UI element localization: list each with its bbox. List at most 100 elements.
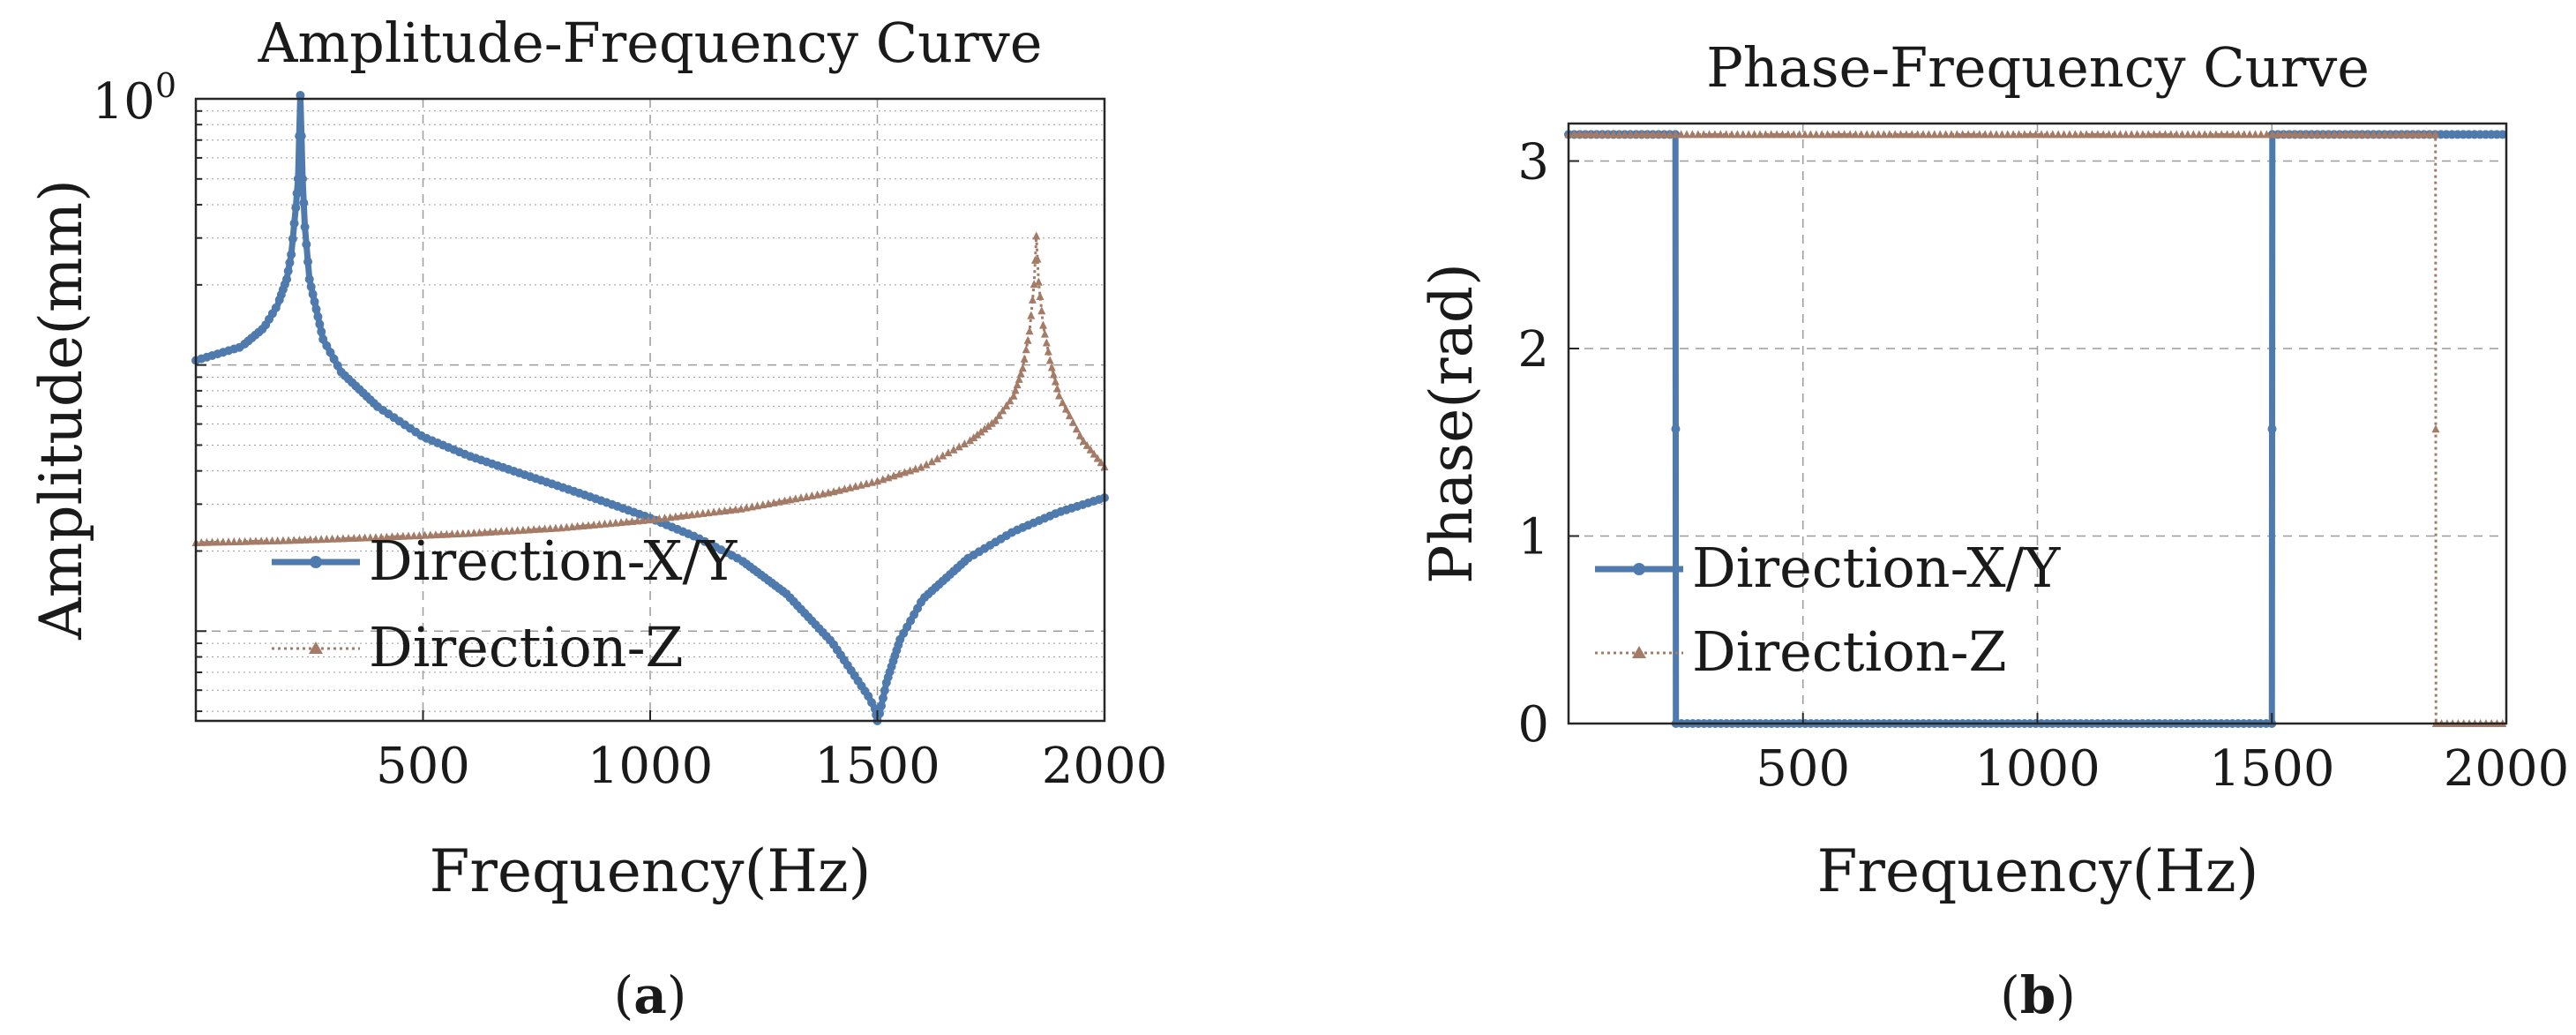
data-point-1 [617,518,625,527]
panel-label-b: (b) [2000,965,2076,1025]
x-tick-label: 500 [1756,740,1850,798]
data-point-0 [292,189,302,199]
data-point-1 [966,436,975,445]
data-point-1 [2212,130,2220,139]
data-point-1 [2048,130,2057,139]
data-point-1 [579,521,588,529]
data-point-1 [431,530,440,539]
data-point-1 [2138,130,2147,139]
data-point-1 [1795,130,1804,139]
data-point-1 [2060,130,2069,139]
legend-marker-z [1632,646,1646,658]
data-point-1 [279,536,288,544]
data-point-1 [2307,130,2316,139]
data-point-1 [851,482,860,491]
data-point-1 [529,525,538,534]
data-point-1 [1598,130,1606,139]
data-point-1 [361,533,370,542]
data-point-1 [311,535,320,544]
data-point-1 [1659,130,1668,139]
data-point-1 [2172,130,2181,139]
data-point-1 [1011,386,1020,394]
data-point-1 [241,536,250,545]
data-point-1 [633,516,642,525]
data-point-1 [1688,130,1696,139]
data-point-1 [1958,130,1967,139]
data-point-1 [2403,130,2412,139]
data-point-1 [464,529,473,537]
data-point-1 [535,524,543,533]
data-point-1 [1879,130,1888,139]
data-point-1 [1891,130,1899,139]
legend-label-z: Direction-Z [369,615,684,679]
data-point-1 [1022,345,1030,354]
data-point-1 [1643,130,1651,139]
data-point-1 [1093,454,1102,462]
data-point-1 [1051,377,1060,386]
data-point-1 [2183,130,2192,139]
data-point-1 [1072,424,1081,433]
data-point-1 [2325,130,2333,139]
data-point-1 [693,509,702,518]
data-point-1 [671,512,680,521]
data-point-1 [1023,335,1032,344]
data-point-1 [475,528,483,536]
data-point-1 [977,427,985,436]
data-point-1 [447,529,456,538]
data-point-1 [295,536,303,544]
data-point-1 [1733,130,1741,139]
data-point-0 [318,334,328,344]
data-point-1 [1086,445,1095,454]
data-point-1 [2234,130,2243,139]
data-point-1 [1609,130,1618,139]
data-point-1 [1065,411,1074,420]
data-point-1 [709,507,718,516]
amplitude-x-axis-label: Frequency(Hz) [430,837,872,905]
data-point-1 [2003,130,2012,139]
data-point-1 [409,531,418,540]
legend-marker-xy [1633,563,1645,575]
data-point-1 [2009,130,2018,139]
data-point-1 [1033,254,1042,263]
data-point-1 [567,522,576,531]
data-point-1 [2115,130,2124,139]
data-point-1 [404,531,413,540]
data-point-1 [2200,130,2209,139]
x-tick-label: 2000 [2444,740,2570,798]
data-point-1 [2195,130,2204,139]
data-point-1 [2318,130,2327,139]
data-point-1 [601,519,609,528]
data-point-1 [862,479,871,488]
data-point-1 [2279,130,2288,139]
data-point-1 [502,526,511,535]
data-point-1 [1045,356,1054,364]
data-point-1 [251,536,260,545]
data-point-1 [2150,130,2159,139]
data-point-1 [699,508,708,517]
data-point-1 [562,522,571,531]
data-point-1 [2144,130,2153,139]
data-point-1 [2347,130,2355,139]
data-point-1 [262,536,271,545]
data-point-1 [2105,130,2114,139]
data-point-1 [922,460,931,469]
data-point-1 [687,510,696,519]
data-point-0 [304,274,314,284]
data-point-1 [208,537,217,546]
data-point-1 [973,430,982,439]
legend-label-xy: Direction-X/Y [1692,536,2061,600]
data-point-1 [2065,130,2074,139]
data-point-1 [2087,130,2096,139]
data-point-1 [541,524,550,533]
y-tick-label: 0 [1517,696,1549,754]
data-point-1 [1806,130,1815,139]
data-point-1 [1009,391,1018,400]
data-point-1 [1677,130,1686,139]
data-point-1 [1027,311,1036,319]
data-point-1 [2127,130,2136,139]
data-point-1 [306,535,315,544]
x-tick-label: 1500 [814,738,940,795]
data-point-1 [513,526,522,535]
data-point-1 [273,536,282,544]
data-point-1 [2167,130,2175,139]
